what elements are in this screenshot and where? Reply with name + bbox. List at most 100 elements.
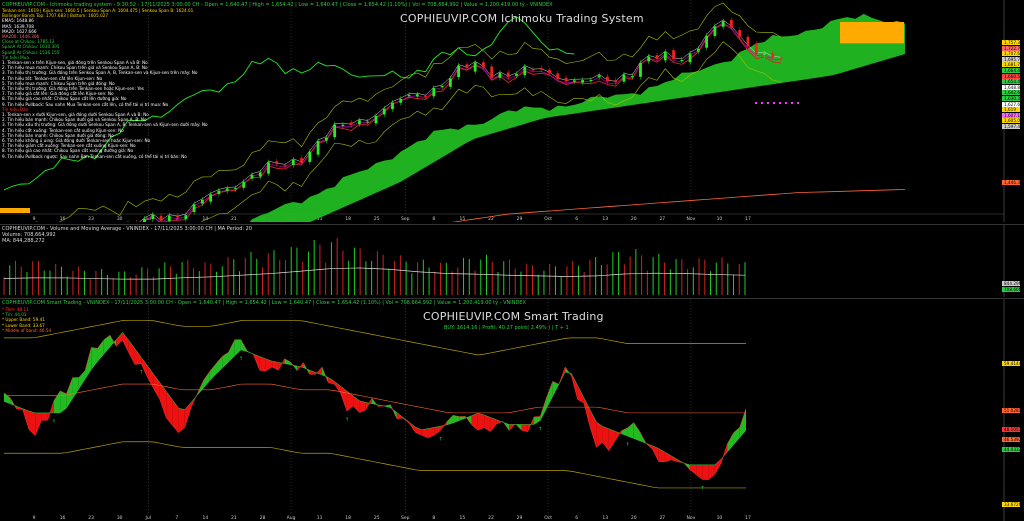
- price-label: 1,607.1: [1002, 112, 1020, 118]
- price-label: 1,660.5: [1002, 73, 1020, 79]
- volume-bar: [606, 264, 608, 295]
- volume-bar: [635, 249, 637, 295]
- volume-pane[interactable]: COPHIEUVIP.COM - Volume and Moving Avera…: [0, 224, 1024, 297]
- volume-bar: [371, 260, 373, 295]
- x-tick-label: 29: [517, 515, 523, 521]
- volume-bar: [3, 276, 5, 295]
- signal-fill: [484, 414, 491, 432]
- signal-fill: [216, 356, 223, 375]
- candle-body: [448, 78, 452, 87]
- candle-body: [209, 194, 213, 202]
- signal-fill: [577, 385, 584, 404]
- candle-body: [754, 43, 758, 55]
- candle-body: [275, 161, 279, 165]
- volume-bar: [256, 258, 258, 295]
- signal-fill: [4, 392, 11, 404]
- volume-bar: [457, 267, 459, 295]
- candle-body: [151, 214, 155, 220]
- volume-bar: [279, 260, 281, 295]
- ichimoku-chart-svg[interactable]: 9162330Jul7142128Aug111825Sep8152229Oct6…: [0, 0, 1024, 222]
- volume-bar: [170, 266, 172, 295]
- price-label: 1,605.03: [1002, 118, 1023, 124]
- price-label: 1,654.42: [1002, 79, 1023, 85]
- volume-bar: [405, 261, 407, 295]
- volume-bar: [744, 262, 746, 295]
- signal-fill: [97, 339, 104, 362]
- volume-bar: [55, 264, 57, 295]
- signal-fill: [272, 361, 279, 371]
- ichimoku-pane[interactable]: 9162330Jul7142128Aug111825Sep8152229Oct6…: [0, 0, 1024, 222]
- ma200-line: [451, 189, 906, 222]
- ichimoku-title: COPHIEUVIP.COM Ichimoku Trading System: [400, 12, 644, 25]
- legend-line: 7. Tín hiệu giá cắt lên: Giá đóng cắt lê…: [2, 91, 114, 97]
- x-tick-label: 11: [317, 515, 323, 521]
- volume-bar: [135, 274, 137, 295]
- candle-body: [688, 53, 692, 63]
- volume-bar: [704, 259, 706, 295]
- legend-line: MA5: 1639.708: [2, 23, 34, 29]
- legend-line: Close at Chikou: 1785.12: [2, 39, 55, 45]
- price-label: 1,627.67: [1002, 101, 1023, 107]
- signal-fill: [309, 370, 316, 375]
- signal-fill: [596, 422, 603, 448]
- legend-line: 1. Tenkan-sen x dưới Kijun-sen, giá đóng…: [2, 112, 149, 117]
- kumo-future-bearish: [840, 22, 904, 44]
- signal-fill: [477, 413, 485, 431]
- volume-bar: [434, 271, 436, 295]
- volume-bar: [440, 262, 442, 295]
- candle-body: [382, 108, 386, 115]
- signal-fill: [384, 404, 391, 408]
- volume-bar: [623, 264, 625, 295]
- price-label: 708.66M: [1002, 287, 1023, 292]
- volume-bar: [543, 270, 545, 295]
- candle-body: [217, 190, 221, 195]
- volume-bar: [106, 274, 108, 295]
- candle-body: [258, 172, 262, 177]
- volume-bar: [66, 276, 68, 295]
- legend-line: * Lower Band: 33.67: [2, 322, 45, 328]
- candle-body: [539, 67, 543, 70]
- bollinger-upper: [34, 2, 782, 222]
- cloud-edge-strip: [0, 208, 30, 213]
- candle-body: [407, 94, 411, 97]
- price-label: 1,681.7: [1002, 62, 1020, 68]
- volume-bar: [445, 262, 447, 295]
- x-tick-label: 27: [659, 216, 665, 222]
- candle-body: [225, 188, 229, 191]
- x-tick-label: 25: [374, 515, 380, 521]
- x-tick-label: 17: [745, 515, 751, 521]
- signal-fill: [534, 416, 541, 425]
- volume-bar: [417, 262, 419, 295]
- volume-bar: [560, 276, 562, 295]
- volume-bar: [83, 270, 85, 295]
- volume-value: Volume: 708,664,992: [2, 232, 56, 238]
- signal-fill: [41, 412, 48, 421]
- candle-body: [291, 159, 295, 166]
- legend-line: 5. Tín hiệu bán mạnh: Chikou Span dưới g…: [2, 132, 114, 138]
- volume-bar: [158, 268, 160, 295]
- projection-dot: [797, 102, 799, 104]
- projection-dot: [761, 102, 763, 104]
- projection-dot: [779, 102, 781, 104]
- smart-trading-pane[interactable]: 9 16 23 30 Jul 7 14 21 28 Aug 11 18 25 Sep 8 15 22 29 Oct 6…: [0, 298, 1024, 521]
- volume-bar: [491, 261, 493, 295]
- signal-fill: [490, 417, 497, 432]
- candle-body: [622, 74, 626, 82]
- volume-bar: [152, 276, 154, 295]
- x-tick-label: 30: [117, 515, 123, 521]
- volume-bar: [727, 263, 729, 295]
- smart-trading-chart-svg[interactable]: 9 16 23 30 Jul 7 14 21 28 Aug 11 18 25 Sep 8 15 22 29 Oct 6…: [0, 299, 1024, 521]
- x-tick-label: 6: [575, 216, 578, 222]
- x-tick-label: Sep: [401, 216, 410, 222]
- signal-fill: [602, 426, 609, 451]
- price-label: 1,642.64: [1002, 90, 1023, 96]
- volume-bar: [577, 265, 579, 295]
- signal-fill: [671, 455, 678, 462]
- volume-bar: [216, 271, 218, 295]
- price-label: 59.4144: [1002, 361, 1022, 367]
- candle-body: [647, 56, 651, 62]
- candle-body: [597, 75, 601, 78]
- candle-body: [771, 53, 775, 58]
- volume-chart-svg[interactable]: [0, 225, 1024, 297]
- volume-bar: [681, 259, 683, 295]
